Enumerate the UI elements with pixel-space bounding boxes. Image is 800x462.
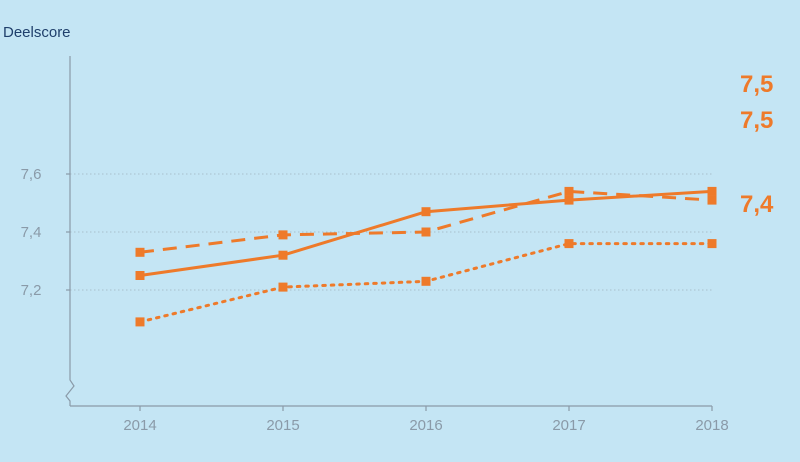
data-point xyxy=(564,195,574,205)
end-label: 7,4 xyxy=(740,191,774,218)
data-point xyxy=(421,227,431,237)
end-labels: 7,5 7,5 7,4 xyxy=(740,71,774,218)
grid-lines xyxy=(70,173,712,291)
x-tick-label: 2016 xyxy=(409,417,442,434)
data-point xyxy=(564,239,574,249)
x-tick-labels: 2014 2015 2016 2017 2018 xyxy=(123,417,728,434)
y-tick-label: 7,2 xyxy=(21,282,42,299)
series-group xyxy=(135,186,717,327)
x-tick-label: 2014 xyxy=(123,417,156,434)
end-label: 7,5 xyxy=(740,71,773,98)
y-axis-label: Deelscore xyxy=(3,24,71,41)
x-tick-label: 2017 xyxy=(552,417,585,434)
y-axis-line xyxy=(65,56,75,406)
y-tick-labels: 7,2 7,4 7,6 xyxy=(21,166,42,299)
data-point xyxy=(421,207,431,217)
data-point xyxy=(278,230,288,240)
data-point xyxy=(564,186,574,196)
series-dotted xyxy=(135,239,717,327)
data-point xyxy=(135,271,145,280)
x-tick-label: 2015 xyxy=(266,417,299,434)
data-point xyxy=(707,239,717,249)
data-point xyxy=(707,186,717,196)
data-point xyxy=(135,317,145,327)
data-point xyxy=(278,282,288,292)
data-point xyxy=(278,250,288,260)
axes xyxy=(65,56,713,411)
data-point xyxy=(421,276,431,286)
end-label: 7,5 xyxy=(740,107,773,134)
series-dashed xyxy=(135,186,717,257)
y-tick-label: 7,4 xyxy=(21,224,42,241)
data-point xyxy=(707,195,717,205)
series-solid xyxy=(135,186,717,280)
data-point xyxy=(135,247,145,257)
x-tick-label: 2018 xyxy=(695,417,728,434)
y-tick-label: 7,6 xyxy=(21,166,42,183)
